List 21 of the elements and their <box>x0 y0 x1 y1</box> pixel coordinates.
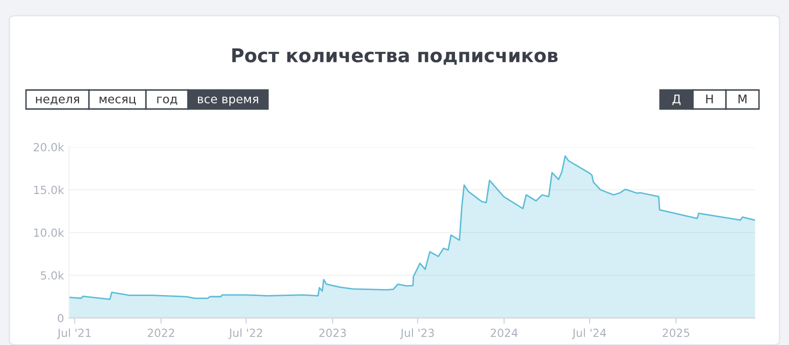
y-tick-label: 20.0k <box>34 142 64 152</box>
y-tick-label: 5.0k <box>40 271 64 280</box>
text: все время <box>198 96 258 106</box>
y-tick-label: 15.0k <box>34 186 64 194</box>
x-tick-label: Jul '24 <box>572 328 606 340</box>
y-tick-label: 0 <box>58 314 64 322</box>
x-tick-label: 2024 <box>490 328 518 338</box>
x-tick-label: 2023 <box>319 328 346 338</box>
x-tick-label: 2025 <box>662 328 690 338</box>
text: Н <box>706 94 713 104</box>
text: неделя <box>36 96 80 105</box>
chart-title: Рост количества подписчиков <box>232 48 558 65</box>
text: месяц <box>100 96 136 105</box>
x-tick-label: 2022 <box>148 328 174 338</box>
x-tick-label: Jul '22 <box>228 328 262 340</box>
text: М <box>738 94 746 104</box>
y-tick-label: 10.0k <box>34 228 64 237</box>
x-tick-label: Jul '21 <box>57 328 91 340</box>
text: год <box>157 96 178 105</box>
text: Д <box>672 94 681 106</box>
x-tick-label: Jul '23 <box>400 328 434 340</box>
